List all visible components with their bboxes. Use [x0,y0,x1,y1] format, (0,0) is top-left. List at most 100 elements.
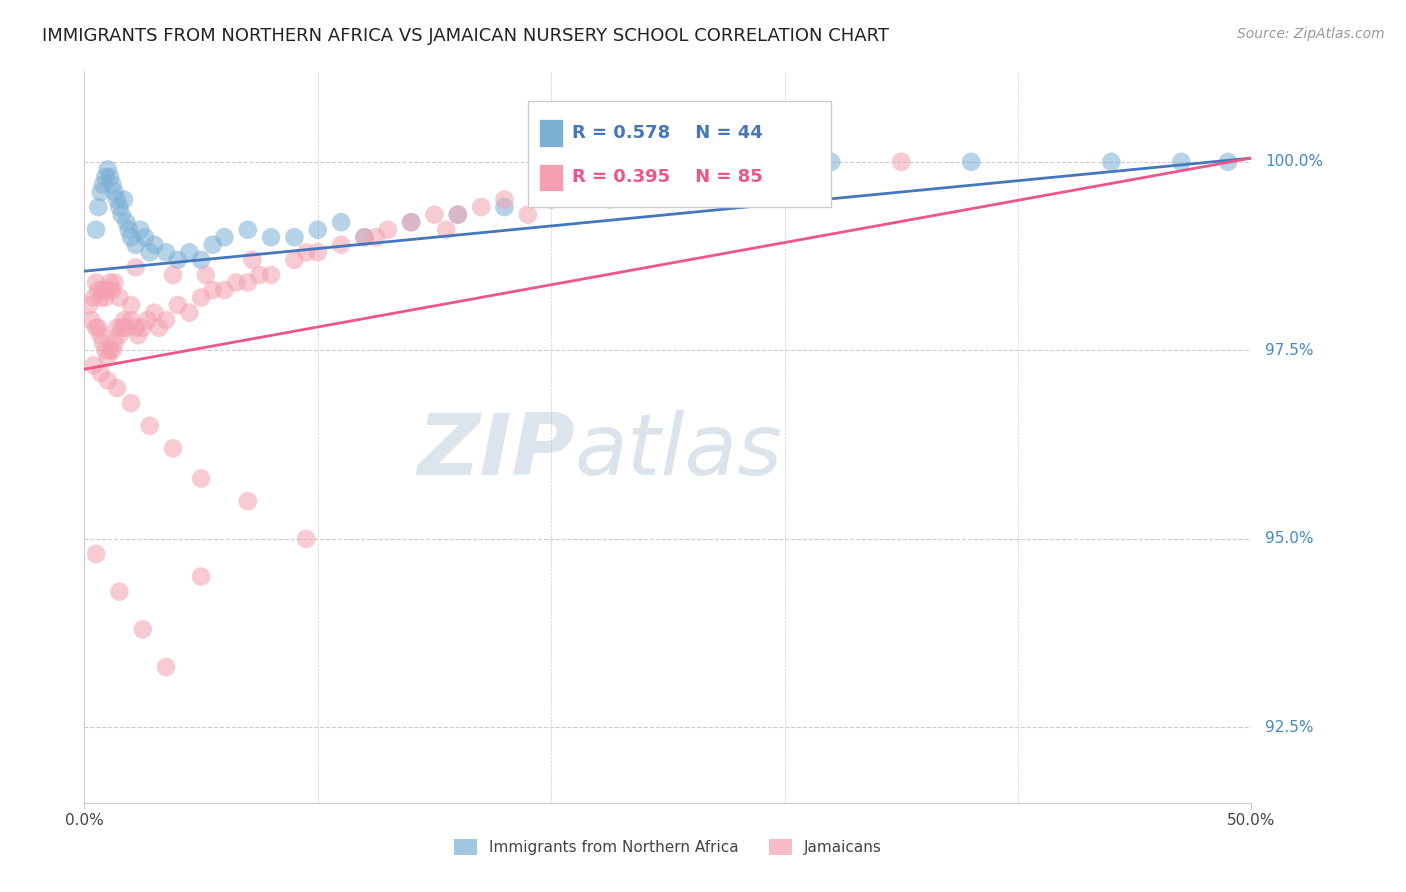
Point [125,320,148,334]
Point [143,237,166,252]
Point [87,320,110,334]
Point [108,291,131,305]
Point [84,547,107,561]
Text: atlas: atlas [575,410,783,493]
Point [101,178,124,192]
Point [366,230,388,244]
Point [249,268,271,282]
Point [260,230,283,244]
Point [201,237,224,252]
Point [155,313,177,327]
Point [98,276,121,290]
Point [84,320,107,334]
Point [125,260,148,275]
Point [353,230,375,244]
Point [98,169,121,184]
Point [283,230,305,244]
Point [1170,154,1192,169]
Text: IMMIGRANTS FROM NORTHERN AFRICA VS JAMAICAN NURSERY SCHOOL CORRELATION CHART: IMMIGRANTS FROM NORTHERN AFRICA VS JAMAI… [42,27,889,45]
Point [190,291,212,305]
Point [112,193,135,207]
Point [90,328,112,343]
Point [105,320,128,334]
Point [129,223,152,237]
Point [120,313,142,327]
Point [179,245,201,260]
FancyBboxPatch shape [540,119,562,146]
Point [657,169,679,184]
Point [236,223,259,237]
Point [84,276,107,290]
Point [90,185,112,199]
Point [112,313,135,327]
Point [494,200,516,214]
Point [132,320,155,334]
Point [120,230,142,244]
Point [1099,154,1122,169]
Point [470,200,492,214]
Point [447,208,470,222]
Point [108,200,131,214]
Point [540,193,562,207]
Point [143,306,166,320]
Point [94,169,117,184]
Point [330,215,353,229]
Point [111,208,134,222]
Point [97,162,120,177]
Point [242,252,264,267]
Point [104,276,127,290]
Point [94,343,117,358]
Point [84,223,107,237]
Point [179,306,201,320]
Point [820,154,842,169]
Point [108,328,131,343]
Point [138,245,160,260]
Point [97,351,120,365]
Point [283,252,305,267]
Point [377,223,399,237]
Text: R = 0.578    N = 44: R = 0.578 N = 44 [572,124,763,142]
Point [101,343,124,358]
Point [194,268,217,282]
Point [295,532,318,546]
Point [399,215,422,229]
Point [155,660,177,674]
Point [148,320,170,334]
Point [236,494,259,508]
FancyBboxPatch shape [527,101,831,207]
Point [115,320,138,334]
Point [120,396,142,410]
Point [353,230,375,244]
Point [166,252,188,267]
Point [516,208,538,222]
Point [162,268,184,282]
Point [118,223,141,237]
Point [423,208,446,222]
Point [399,215,422,229]
Point [166,298,188,312]
Point [134,230,156,244]
Point [960,154,983,169]
Text: R = 0.395    N = 85: R = 0.395 N = 85 [572,169,763,186]
Point [1216,154,1239,169]
Text: 97.5%: 97.5% [1265,343,1313,358]
Point [105,193,128,207]
Point [136,313,159,327]
Point [97,283,120,297]
Point [214,230,236,244]
Point [890,154,912,169]
Point [540,185,562,199]
Point [703,178,725,192]
Text: 95.0%: 95.0% [1265,532,1313,547]
Point [125,237,148,252]
Text: 92.5%: 92.5% [1265,720,1313,735]
FancyBboxPatch shape [540,163,562,191]
Point [132,623,155,637]
Point [190,569,212,583]
Point [162,442,184,456]
Point [330,237,353,252]
Legend: Immigrants from Northern Africa, Jamaicans: Immigrants from Northern Africa, Jamaica… [447,833,889,861]
Point [260,268,283,282]
Point [447,208,470,222]
Text: 100.0%: 100.0% [1265,154,1323,169]
